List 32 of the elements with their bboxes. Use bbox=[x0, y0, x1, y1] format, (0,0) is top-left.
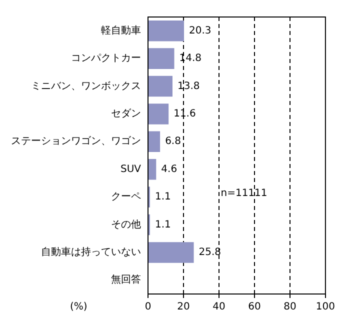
bar bbox=[148, 131, 160, 152]
bar bbox=[148, 158, 156, 180]
bar bbox=[148, 48, 174, 69]
data-label: 4.6 bbox=[161, 164, 178, 175]
data-label: 1.1 bbox=[154, 192, 171, 203]
x-tick-label: 40 bbox=[212, 302, 226, 313]
data-label: 20.3 bbox=[189, 25, 212, 36]
y-tick-label: コンパクトカー bbox=[71, 53, 141, 64]
x-tick-label: 60 bbox=[248, 302, 261, 313]
y-tick-label: ステーションワゴン、ワゴン bbox=[11, 135, 141, 148]
x-tick-label: 20 bbox=[177, 302, 190, 313]
x-tick-label: 80 bbox=[284, 302, 296, 313]
y-tick-label: 無回答 bbox=[111, 274, 141, 286]
y-tick-label: 軽自動車 bbox=[101, 24, 141, 36]
annotation: n=11111 bbox=[220, 188, 268, 200]
y-tick-label: ミニバン、ワンボックス bbox=[31, 80, 141, 92]
data-label: 1.1 bbox=[154, 219, 171, 230]
data-label: 13.8 bbox=[177, 80, 200, 92]
bar bbox=[148, 242, 194, 263]
y-tick-label: その他 bbox=[111, 218, 141, 230]
y-tick-label: クーペ bbox=[111, 192, 141, 203]
y-tick-label: セダン bbox=[111, 108, 141, 120]
bar bbox=[148, 104, 169, 124]
x-tick-label: 0 bbox=[144, 302, 152, 313]
data-label: 14.8 bbox=[179, 53, 202, 64]
data-label: 6.8 bbox=[165, 136, 181, 148]
bar bbox=[148, 20, 184, 42]
bar bbox=[148, 76, 172, 97]
y-tick-label: 自動車は持っていない bbox=[41, 246, 141, 258]
x-tick-label: 100 bbox=[316, 302, 336, 313]
x-axis-title: (%) bbox=[70, 302, 88, 313]
y-tick-label: SUV bbox=[120, 164, 142, 175]
